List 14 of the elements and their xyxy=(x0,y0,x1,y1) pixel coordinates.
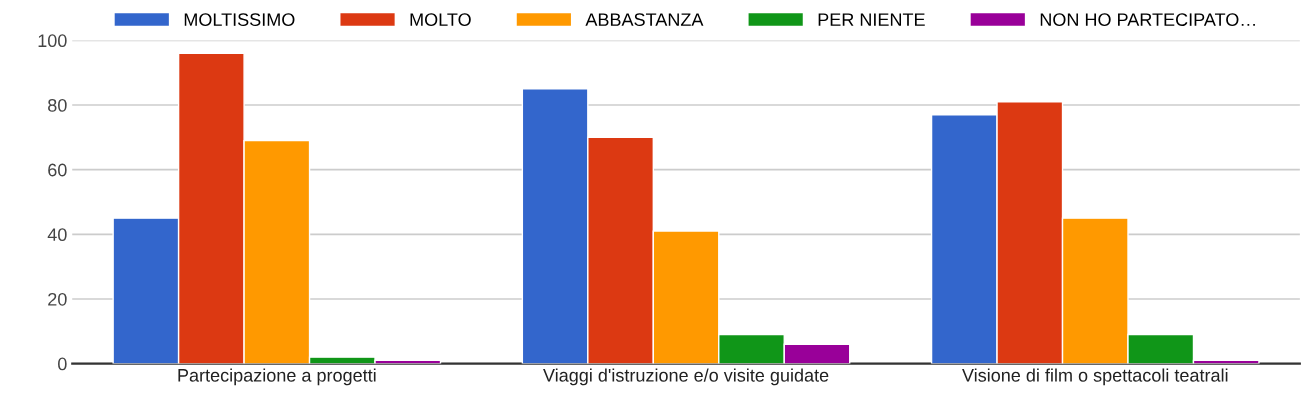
y-tick-label: 100 xyxy=(38,34,67,48)
legend-label: MOLTISSIMO xyxy=(184,13,295,26)
legend-label: MOLTO xyxy=(410,13,471,26)
y-tick-label: 0 xyxy=(58,357,67,371)
y-tick-label: 80 xyxy=(48,98,67,112)
x-tick-label: Viaggi d'istruzione e/o visite guidate xyxy=(543,368,829,386)
x-tick-label: Visione di film o spettacoli teatrali xyxy=(962,368,1228,386)
y-tick-label: 60 xyxy=(48,163,67,177)
legend-label: PER NIENTE xyxy=(818,13,925,26)
legend-label: NON HO PARTECIPATO… xyxy=(1040,13,1255,26)
y-tick-label: 40 xyxy=(47,228,67,242)
x-tick-label: Partecipazione a progetti xyxy=(178,368,376,386)
y-tick-label: 20 xyxy=(48,292,67,306)
legend-label: ABBASTANZA xyxy=(585,13,704,26)
